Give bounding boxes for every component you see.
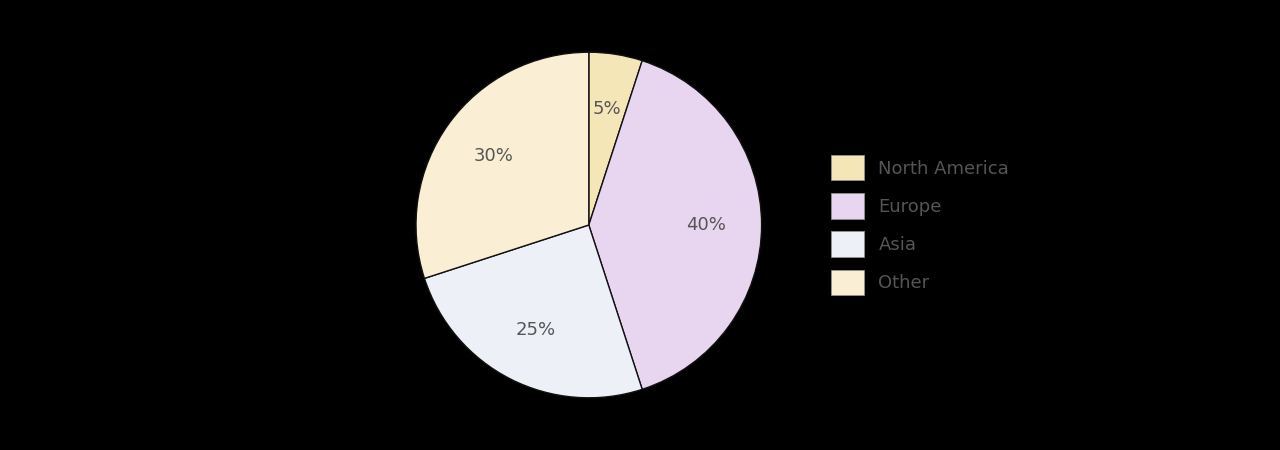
Wedge shape: [589, 52, 643, 225]
Wedge shape: [416, 52, 589, 279]
Text: 30%: 30%: [474, 147, 513, 165]
Text: 5%: 5%: [593, 100, 622, 118]
Text: 25%: 25%: [516, 321, 556, 339]
Text: 40%: 40%: [686, 216, 726, 234]
Wedge shape: [589, 61, 762, 389]
Legend: North America, Europe, Asia, Other: North America, Europe, Asia, Other: [823, 146, 1018, 304]
Wedge shape: [425, 225, 643, 398]
